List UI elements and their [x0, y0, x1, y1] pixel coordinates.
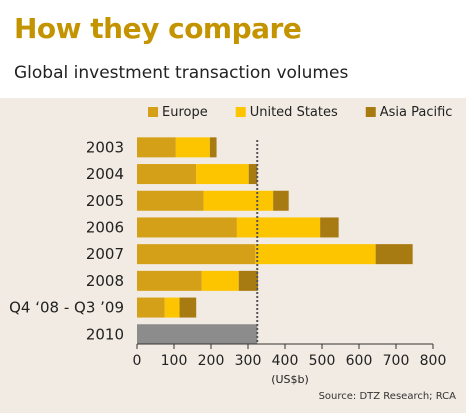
x-tick-label: 0: [133, 353, 142, 369]
source-note: Source: DTZ Research; RCA: [318, 391, 456, 402]
x-tick-label: 400: [272, 353, 299, 369]
bar-europe-2008: [137, 270, 202, 291]
bar-united-states-2007: [255, 244, 376, 265]
chart-header: How they compare Global investment trans…: [0, 0, 466, 98]
legend-label-europe: Europe: [162, 105, 208, 120]
bar-asia-pacific-2004: [248, 164, 258, 185]
category-label: 2008: [86, 272, 124, 290]
x-tick-label: 300: [235, 353, 262, 369]
bar-united-states-2006: [236, 217, 321, 238]
chart-subtitle: Global investment transaction volumes: [14, 63, 349, 83]
bar-asia-pacific-2007: [375, 244, 413, 265]
category-label: 2007: [86, 245, 124, 263]
x-tick-label: 100: [161, 353, 188, 369]
bar-europe-2004: [137, 164, 197, 185]
legend-label-asia-pacific: Asia Pacific: [380, 105, 453, 120]
category-label: 2004: [86, 165, 124, 183]
bar-asia-pacific-2003: [209, 137, 217, 158]
bar-europe-2007: [137, 244, 256, 265]
x-axis-label: (US$b): [271, 373, 309, 386]
legend-swatch-europe: [148, 107, 158, 117]
bar-chart: Europe United States Asia Pacific 2003 2004 2…: [9, 105, 453, 386]
x-tick-label: 600: [346, 353, 373, 369]
bar-united-states-2004: [196, 164, 249, 185]
bar-asia-pacific-q4-08-q3-09: [179, 297, 197, 318]
legend-label-united-states: United States: [250, 105, 338, 120]
bar-total-2010: [137, 324, 258, 345]
category-label: 2003: [86, 138, 124, 156]
x-tick-label: 800: [420, 353, 447, 369]
bar-europe-2003: [137, 137, 176, 158]
x-tick-label: 700: [383, 353, 410, 369]
bar-united-states-2008: [201, 270, 239, 291]
x-tick-label: 200: [198, 353, 225, 369]
bar-united-states-q4-08-q3-09: [164, 297, 180, 318]
bar-united-states-2003: [175, 137, 210, 158]
category-label: 2006: [86, 218, 124, 236]
bar-asia-pacific-2008: [238, 270, 258, 291]
legend-swatch-asia-pacific: [365, 107, 376, 117]
category-label: 2005: [86, 192, 124, 210]
bar-europe-2006: [137, 217, 237, 238]
bar-europe-q4-08-q3-09: [137, 297, 165, 318]
category-label: Q4 ‘08 - Q3 ’09: [9, 299, 124, 317]
bar-united-states-2005: [203, 190, 274, 211]
category-label: 2010: [86, 325, 124, 343]
legend-swatch-united-states: [235, 107, 246, 117]
chart-title: How they compare: [14, 12, 302, 45]
bar-asia-pacific-2005: [273, 190, 289, 211]
bar-asia-pacific-2006: [320, 217, 339, 238]
bar-europe-2005: [137, 190, 204, 211]
x-tick-label: 500: [309, 353, 336, 369]
